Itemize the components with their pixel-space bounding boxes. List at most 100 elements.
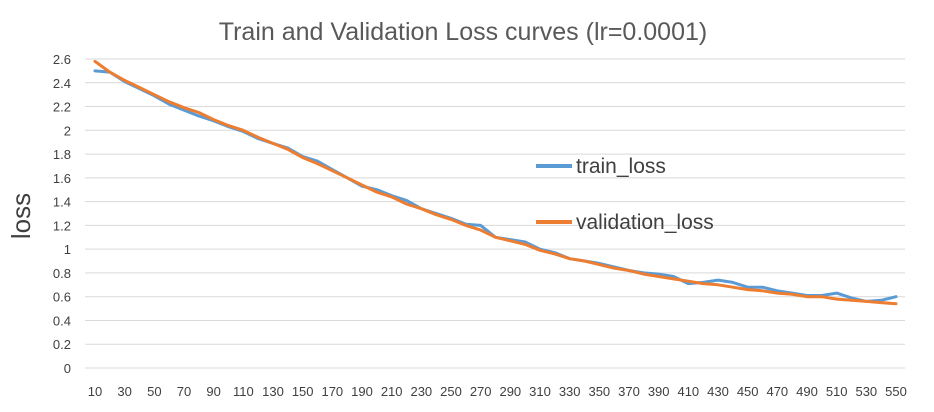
data-point [183,107,185,109]
series-line-validation-loss [93,59,898,306]
data-point [391,196,393,198]
data-point [569,258,571,260]
series-lines [93,59,898,306]
x-tick-label: 370 [618,384,640,399]
x-tick-label: 190 [351,384,373,399]
data-point [124,79,126,81]
y-tick-label: 1.6 [53,171,71,186]
x-tick-label: 490 [796,384,818,399]
x-tick-label: 410 [677,384,699,399]
data-point [480,229,482,231]
data-point [213,119,215,121]
data-point [509,240,511,242]
data-point [880,302,882,304]
data-point [672,278,675,280]
y-tick-label: 2 [64,123,71,138]
data-point [331,170,333,172]
x-tick-label: 250 [440,384,462,399]
data-point [376,191,378,193]
data-point [747,286,749,288]
x-tick-label: 530 [855,384,877,399]
series-points-validation-loss [94,60,897,305]
x-tick-label: 330 [559,384,581,399]
data-point [227,124,230,127]
x-tick-label: 270 [470,384,492,399]
x-axis-ticks: 10 30 50 70 90 110 130 150 170 190 210 230 250 270 290… [88,384,907,399]
data-point [732,286,734,288]
data-point [732,281,734,284]
data-point [806,296,808,298]
data-point [865,300,867,303]
x-tick-label: 70 [177,384,191,399]
data-point [435,214,437,216]
data-point [761,286,764,288]
data-point [776,292,778,294]
data-point [895,296,897,298]
x-tick-label: 450 [737,384,759,399]
y-tick-label: 2.6 [53,52,71,67]
x-tick-label: 510 [826,384,848,399]
data-point [168,101,170,103]
data-point [450,218,452,221]
data-point [480,224,482,226]
data-point [672,275,675,278]
data-point [658,273,660,275]
data-point [895,303,897,305]
x-tick-label: 170 [321,384,343,399]
x-tick-label: 50 [147,384,161,399]
data-point [138,86,141,89]
data-point [465,224,467,226]
data-point [702,283,704,285]
data-point [272,142,274,144]
legend: train_loss validation_loss [536,155,714,234]
x-tick-label: 30 [117,384,131,399]
chart-title: Train and Validation Loss curves (lr=0.0… [219,18,707,46]
data-point [316,162,319,165]
y-axis-label: loss [6,193,36,239]
y-tick-label: 0 [64,361,71,376]
data-point [198,111,200,114]
x-tick-label: 350 [588,384,610,399]
data-point [494,236,497,238]
data-point [554,253,556,255]
y-tick-label: 1.4 [53,195,71,210]
data-point [198,115,200,117]
legend-label-validation-loss: validation_loss [576,211,714,234]
data-point [717,284,719,286]
x-tick-label: 550 [885,384,907,399]
y-tick-label: 2.2 [53,100,71,115]
data-point [316,160,319,162]
data-point [821,296,823,298]
data-point [183,109,185,111]
data-point [658,275,660,278]
data-point [880,299,882,301]
x-tick-label: 10 [88,384,102,399]
data-point [836,292,838,294]
y-tick-label: 1.2 [53,218,71,233]
y-axis-ticks: 0 0.2 0.4 0.6 0.8 1 1.2 1.4 1.6 1.8 2 2.2 2.4 2.6 [53,52,71,376]
data-point [405,203,408,205]
data-point [791,293,793,295]
series-points-train-loss [94,70,897,303]
legend-label-train-loss: train_loss [576,155,666,178]
data-point [761,290,764,292]
series-line-train-loss [93,69,898,303]
data-point [836,298,838,300]
y-tick-label: 0.6 [53,290,71,305]
x-tick-label: 110 [233,384,254,399]
y-tick-label: 1 [64,242,71,257]
data-point [361,184,363,186]
data-point [583,260,586,262]
y-tick-label: 0.4 [53,313,71,328]
data-point [717,279,719,281]
y-tick-label: 0.8 [53,266,71,281]
data-point [613,267,615,269]
x-tick-label: 310 [529,384,551,399]
x-tick-label: 290 [499,384,521,399]
data-point [850,299,853,301]
data-point [598,264,600,266]
y-tick-label: 1.8 [53,147,71,162]
data-point [242,129,244,131]
data-point [628,269,630,272]
data-point [539,249,541,251]
